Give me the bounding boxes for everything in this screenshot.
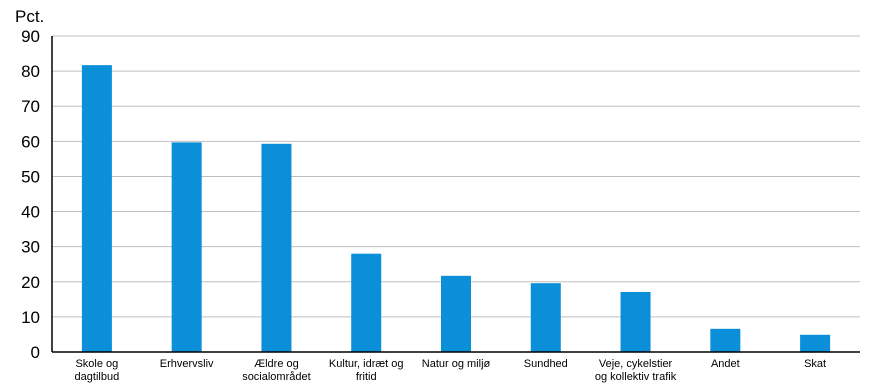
x-tick-label: Skat bbox=[804, 358, 826, 370]
y-tick-label: 40 bbox=[21, 203, 40, 222]
bars bbox=[81, 65, 831, 353]
y-tick-label: 50 bbox=[21, 167, 40, 186]
bar bbox=[171, 142, 202, 352]
y-tick-label: 80 bbox=[21, 62, 40, 81]
y-tick-labels: 0 10 20 30 40 50 60 70 80 90 bbox=[21, 27, 40, 362]
x-tick-label: Sundhed bbox=[524, 358, 568, 370]
bar bbox=[530, 283, 561, 352]
bar bbox=[351, 253, 382, 352]
x-tick-label: Ældre og socialområdet bbox=[242, 358, 310, 383]
x-tick-label: Andet bbox=[711, 358, 740, 370]
x-tick-labels: Skole og dagtilbud Erhvervsliv Ældre og soci… bbox=[75, 358, 827, 383]
bar bbox=[81, 65, 112, 353]
bar bbox=[620, 291, 651, 352]
y-tick-label: 20 bbox=[21, 273, 40, 292]
x-tick-label: Veje, cykelstier og kollektiv trafik bbox=[595, 358, 677, 383]
x-tick-label: Kultur, idræt og fritid bbox=[329, 358, 404, 383]
axes bbox=[51, 36, 860, 353]
bar bbox=[261, 143, 292, 352]
bar bbox=[441, 275, 471, 352]
x-tick-label: Erhvervsliv bbox=[160, 358, 214, 370]
y-tick-label: 0 bbox=[31, 343, 40, 362]
y-tick-label: 90 bbox=[21, 27, 40, 46]
y-tick-label: 10 bbox=[21, 308, 40, 327]
x-tick-label: Natur og miljø bbox=[422, 358, 491, 370]
y-axis-unit-label: Pct. bbox=[15, 7, 44, 26]
x-tick-label: Skole og dagtilbud bbox=[75, 358, 120, 383]
bar bbox=[710, 328, 741, 352]
y-tick-label: 60 bbox=[21, 132, 40, 151]
y-tick-label: 30 bbox=[21, 238, 40, 257]
bar bbox=[800, 334, 831, 352]
y-tick-label: 70 bbox=[21, 97, 40, 116]
